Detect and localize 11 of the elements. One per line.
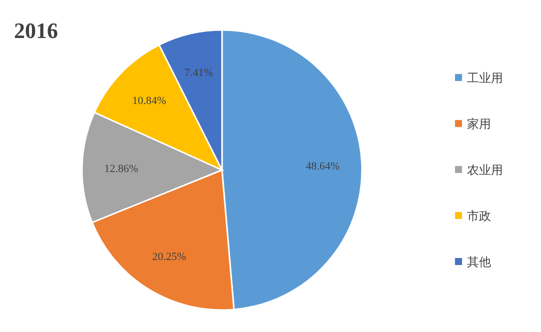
data-label: 7.41% [184, 66, 213, 79]
data-label: 20.25% [152, 250, 186, 263]
data-label: 10.84% [132, 95, 166, 108]
data-label: 48.64% [306, 160, 340, 173]
legend-label: 家用 [467, 117, 491, 131]
legend-label: 市政 [467, 209, 491, 223]
legend-label: 其他 [467, 255, 491, 269]
chart-title: 2016 [14, 18, 58, 43]
legend-label: 工业用 [467, 71, 503, 85]
legend-label: 农业用 [467, 163, 503, 177]
data-label: 12.86% [104, 162, 138, 175]
